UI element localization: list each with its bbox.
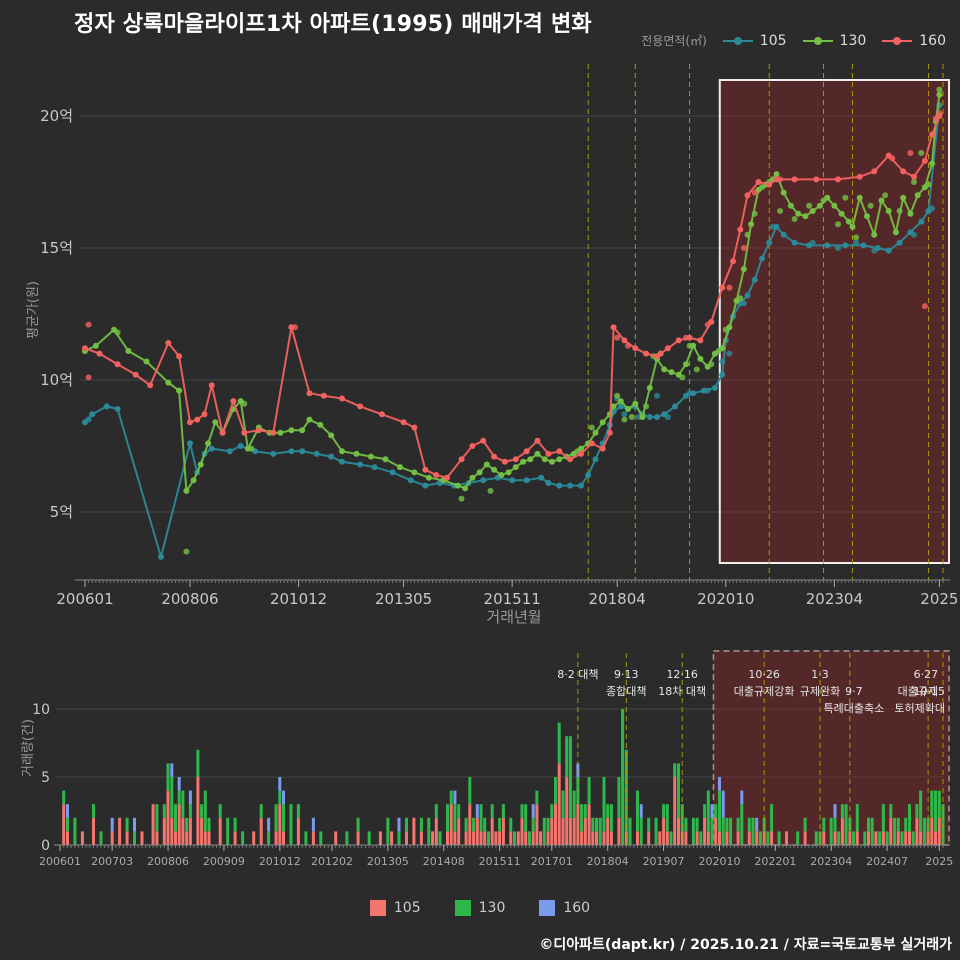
legend-line-icon bbox=[882, 36, 913, 45]
legend-line-icon bbox=[802, 36, 833, 45]
x-tick-label: 202201 bbox=[754, 855, 796, 868]
y-tick-label: 5억 bbox=[50, 503, 73, 521]
x-tick-label: 200601 bbox=[56, 590, 113, 608]
volume-legend-item-105[interactable]: 105 bbox=[369, 900, 421, 916]
volume-legend: 105 130 160 bbox=[0, 900, 960, 916]
legend-swatch-icon bbox=[539, 900, 556, 916]
y-tick-label: 15억 bbox=[40, 239, 73, 257]
price-line-160 bbox=[82, 110, 943, 481]
x-tick-label: 200806 bbox=[147, 855, 189, 868]
legend-item-130[interactable]: 130 bbox=[801, 32, 867, 49]
legend-swatch-icon bbox=[454, 900, 471, 916]
policy-annotation: 8·2 대책 bbox=[557, 668, 598, 681]
x-tick-label: 201012 bbox=[259, 855, 301, 868]
y-tick-label: 10 bbox=[32, 702, 50, 718]
x-tick-label: 201202 bbox=[311, 855, 353, 868]
x-tick-label: 201907 bbox=[643, 855, 685, 868]
volume-legend-item-160[interactable]: 160 bbox=[539, 900, 590, 916]
policy-annotation: 10·26 bbox=[748, 668, 780, 681]
legend-line-icon bbox=[722, 36, 753, 45]
x-tick-label: 202304 bbox=[810, 855, 852, 868]
x-tick-label: 201804 bbox=[587, 855, 629, 868]
x-tick-label: 200703 bbox=[91, 855, 133, 868]
policy-annotation: 특례대출축소 bbox=[823, 702, 884, 715]
x-tick-label: 200601 bbox=[39, 855, 81, 868]
policy-annotation: 9·7 bbox=[845, 685, 863, 698]
legend-item-label: 130 bbox=[478, 900, 506, 916]
y-tick-label: 5 bbox=[41, 770, 50, 786]
policy-annotation: 6·27 bbox=[914, 668, 939, 681]
policy-annotation: 대출규제 bbox=[898, 685, 938, 698]
legend-item-105[interactable]: 105 bbox=[721, 33, 787, 49]
price-chart: 5억 10억 15억 20억 200601 200806 201012 201305 20151… bbox=[40, 64, 958, 608]
area-legend-label: 전용면적(㎡) bbox=[641, 34, 707, 48]
x-tick-label: 200909 bbox=[203, 855, 245, 868]
area-legend: 전용면적(㎡) 105 130 160 bbox=[641, 32, 946, 49]
x-tick-label: 2025 bbox=[920, 590, 958, 608]
policy-annotation: 9·13 bbox=[614, 668, 639, 681]
policy-annotation: 12·16 bbox=[666, 668, 698, 681]
legend-swatch-icon bbox=[369, 900, 386, 916]
volume-chart: 0 5 10 8·2 대책 9·13 종합대책 12·16 18차 대책 10·26 대출규제강화… bbox=[32, 650, 953, 868]
volume-legend-item-130[interactable]: 130 bbox=[454, 900, 506, 916]
policy-annotation: 10·15 bbox=[914, 685, 946, 698]
policy-annotation: 종합대책 bbox=[606, 685, 646, 698]
x-tick-label: 202304 bbox=[806, 590, 863, 608]
policy-annotation: 대출규제강화 bbox=[734, 685, 795, 698]
x-tick-label: 201408 bbox=[423, 855, 465, 868]
y-tick-label: 0 bbox=[41, 838, 50, 854]
x-tick-label: 202010 bbox=[698, 855, 740, 868]
policy-annotation: 1·3 bbox=[811, 668, 829, 681]
highlight-region bbox=[718, 79, 950, 564]
price-line-105 bbox=[82, 102, 943, 560]
area-legend-items: 105 130 160 bbox=[721, 33, 946, 49]
legend-item-label: 160 bbox=[563, 900, 591, 916]
x-tick-label: 201511 bbox=[484, 590, 541, 608]
x-tick-label: 201012 bbox=[270, 590, 327, 608]
x-tick-label: 201511 bbox=[479, 855, 521, 868]
x-tick-label: 201305 bbox=[375, 590, 432, 608]
x-tick-label: 201305 bbox=[367, 855, 409, 868]
y-tick-label: 10억 bbox=[40, 371, 73, 389]
x-axis-label: 거래년월 bbox=[486, 608, 542, 626]
volume-bars bbox=[62, 709, 945, 845]
page-title: 정자 상록마을라이프1차 아파트(1995) 매매가격 변화 bbox=[74, 12, 592, 37]
x-tick-label: 202407 bbox=[866, 855, 908, 868]
y-tick-label: 20억 bbox=[40, 107, 73, 125]
policy-annotation: 토허제확대 bbox=[894, 702, 945, 715]
legend-item-label: 160 bbox=[919, 32, 946, 49]
footer-credit: ©디아파트(dapt.kr) / 2025.10.21 / 자료=국토교통부 실… bbox=[539, 937, 952, 953]
x-tick-label: 200806 bbox=[161, 590, 218, 608]
x-tick-label: 201701 bbox=[531, 855, 573, 868]
policy-annotation: 규제완화 bbox=[800, 685, 840, 698]
x-tick-label: 2025 bbox=[925, 855, 953, 868]
x-tick-label: 202010 bbox=[697, 590, 754, 608]
legend-item-label: 105 bbox=[759, 32, 787, 49]
policy-annotation: 18차 대책 bbox=[658, 685, 706, 698]
legend-item-label: 105 bbox=[393, 900, 421, 916]
legend-item-label: 130 bbox=[839, 32, 867, 49]
x-tick-label: 201804 bbox=[589, 590, 646, 608]
legend-item-160[interactable]: 160 bbox=[880, 33, 946, 49]
